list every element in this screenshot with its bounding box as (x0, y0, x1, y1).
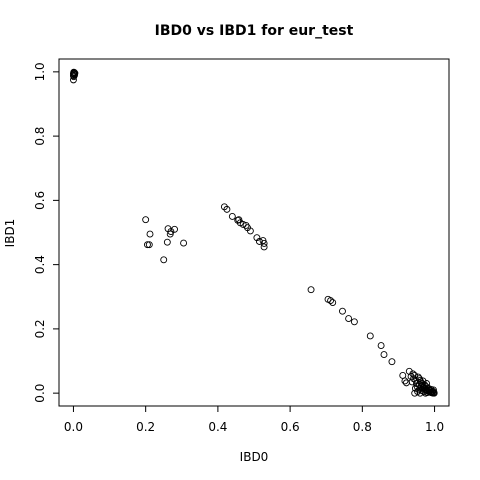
x-axis: 0.0 0.2 0.4 0.6 0.8 1.0 (64, 406, 444, 434)
data-point (246, 227, 254, 235)
data-point (366, 332, 374, 340)
data-point (345, 315, 353, 323)
y-tick-label: 0.4 (33, 255, 47, 274)
x-tick-label: 1.0 (425, 420, 444, 434)
plot-frame (58, 58, 450, 407)
data-point (402, 379, 410, 387)
data-point (414, 388, 422, 395)
data-point (422, 383, 430, 391)
data-point (144, 241, 151, 249)
data-point (171, 225, 179, 233)
data-point (419, 377, 427, 385)
data-point (180, 239, 188, 247)
data-point (235, 216, 243, 224)
x-tick-label: 0.6 (281, 420, 300, 434)
data-point (70, 68, 78, 76)
data-point (307, 286, 315, 294)
data-point (408, 378, 416, 386)
data-point (146, 230, 154, 238)
data-point (327, 297, 335, 305)
x-axis-label: IBD0 (240, 450, 269, 464)
x-tick-label: 0.8 (353, 420, 372, 434)
data-point (260, 243, 268, 251)
y-tick-label: 0.6 (33, 191, 47, 210)
data-point (167, 228, 175, 235)
data-point (409, 370, 417, 378)
data-point (339, 307, 346, 315)
data-point (430, 386, 437, 394)
chart-title: IBD0 vs IBD1 for eur_test (155, 23, 354, 39)
y-tick-label: 1.0 (33, 62, 47, 81)
x-tick-label: 0.4 (208, 420, 227, 434)
data-point (160, 256, 168, 264)
data-point (145, 241, 153, 249)
y-tick-label: 0.0 (33, 384, 47, 403)
data-point (410, 375, 418, 383)
data-point (228, 212, 236, 220)
data-point (377, 342, 385, 350)
y-tick-label: 0.8 (33, 127, 47, 146)
x-tick-label: 0.0 (64, 420, 83, 434)
data-point (260, 239, 268, 247)
data-point (411, 372, 419, 379)
y-axis: 0.0 0.2 0.4 0.6 0.8 1.0 (33, 62, 59, 403)
data-point (259, 237, 267, 244)
data-point (70, 73, 78, 81)
data-point (223, 205, 231, 213)
data-point (71, 69, 79, 77)
data-point (142, 216, 150, 224)
data-point (415, 386, 423, 394)
y-tick-label: 0.2 (33, 319, 47, 338)
data-point (428, 388, 436, 395)
data-point (380, 351, 388, 359)
data-point (388, 358, 396, 366)
data-point (255, 238, 263, 245)
data-point (163, 238, 171, 246)
data-point (239, 221, 247, 228)
data-point (350, 318, 358, 326)
data-points (69, 68, 438, 397)
data-point (329, 299, 337, 306)
y-axis-label: IBD1 (3, 219, 17, 248)
data-point (401, 377, 409, 385)
x-tick-label: 0.2 (136, 420, 155, 434)
